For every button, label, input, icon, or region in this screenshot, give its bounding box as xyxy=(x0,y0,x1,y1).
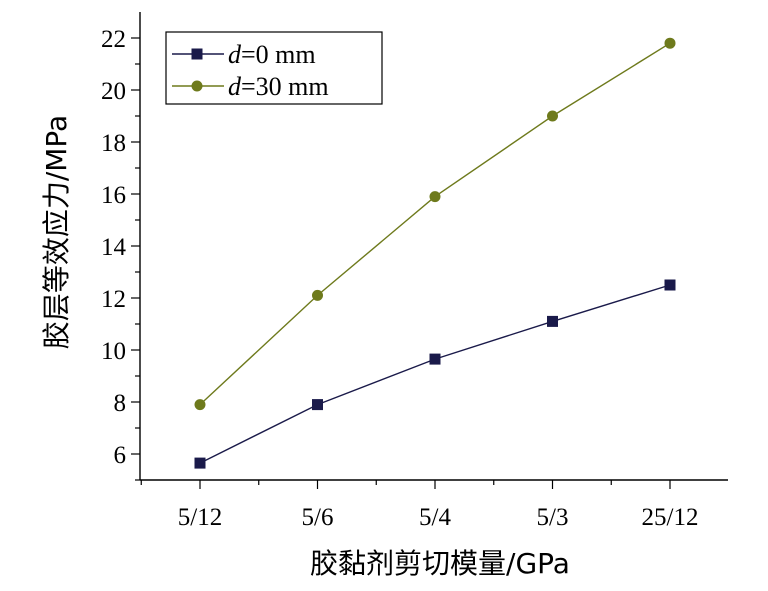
legend-item-1: d=30 mm xyxy=(172,72,329,101)
y-tick-label-1: 8 xyxy=(114,390,127,417)
series-0-point-0 xyxy=(194,457,206,469)
legend-value-0: =0 mm xyxy=(241,40,316,69)
series-line-0 xyxy=(199,284,671,464)
series-1-point-2 xyxy=(429,191,441,203)
series-0-point-2 xyxy=(429,353,441,365)
y-tick-label-0: 6 xyxy=(114,442,127,469)
legend-marker-1 xyxy=(191,80,203,92)
x-tick-label-1: 5/6 xyxy=(302,504,334,531)
y-tick-label-4: 14 xyxy=(101,234,127,261)
series-0-point-4 xyxy=(664,279,676,291)
y-tick-label-5: 16 xyxy=(101,182,126,209)
legend-label-0: d=0 mm xyxy=(228,40,316,69)
legend-value-1: =30 mm xyxy=(241,72,329,101)
series-1-point-4 xyxy=(664,37,676,49)
y-tick-label-7: 20 xyxy=(101,78,126,105)
y-axis-title: 胶层等效应力/MPa xyxy=(40,115,73,349)
legend-label-1: d=30 mm xyxy=(228,72,329,101)
legend-var-0: d xyxy=(228,40,242,69)
x-ticks: 5/12 5/6 5/4 5/3 25/12 xyxy=(140,480,699,531)
legend-marker-0 xyxy=(191,48,203,60)
series-layer xyxy=(194,37,676,469)
legend-frame xyxy=(165,31,383,105)
x-tick-label-3: 5/3 xyxy=(537,504,569,531)
legend-item-0: d=0 mm xyxy=(172,40,316,69)
series-0-point-3 xyxy=(547,315,558,327)
series-0-point-1 xyxy=(312,399,323,411)
x-tick-label-4: 25/12 xyxy=(642,504,699,531)
x-axis-title: 胶黏剂剪切模量/GPa xyxy=(310,547,570,580)
y-tick-label-6: 18 xyxy=(101,130,126,157)
series-1-point-1 xyxy=(312,289,323,301)
y-tick-label-3: 12 xyxy=(101,286,126,313)
legend-var-1: d xyxy=(228,72,242,101)
y-ticks: 6 8 10 12 14 16 18 20 22 xyxy=(101,26,140,481)
y-tick-label-8: 22 xyxy=(101,26,126,53)
x-tick-label-2: 5/4 xyxy=(419,504,451,531)
legend: d=0 mm d=30 mm xyxy=(165,31,383,105)
y-tick-label-2: 10 xyxy=(101,338,126,365)
x-tick-label-0: 5/12 xyxy=(178,504,222,531)
series-1-point-0 xyxy=(194,399,206,411)
series-1-point-3 xyxy=(547,110,558,122)
